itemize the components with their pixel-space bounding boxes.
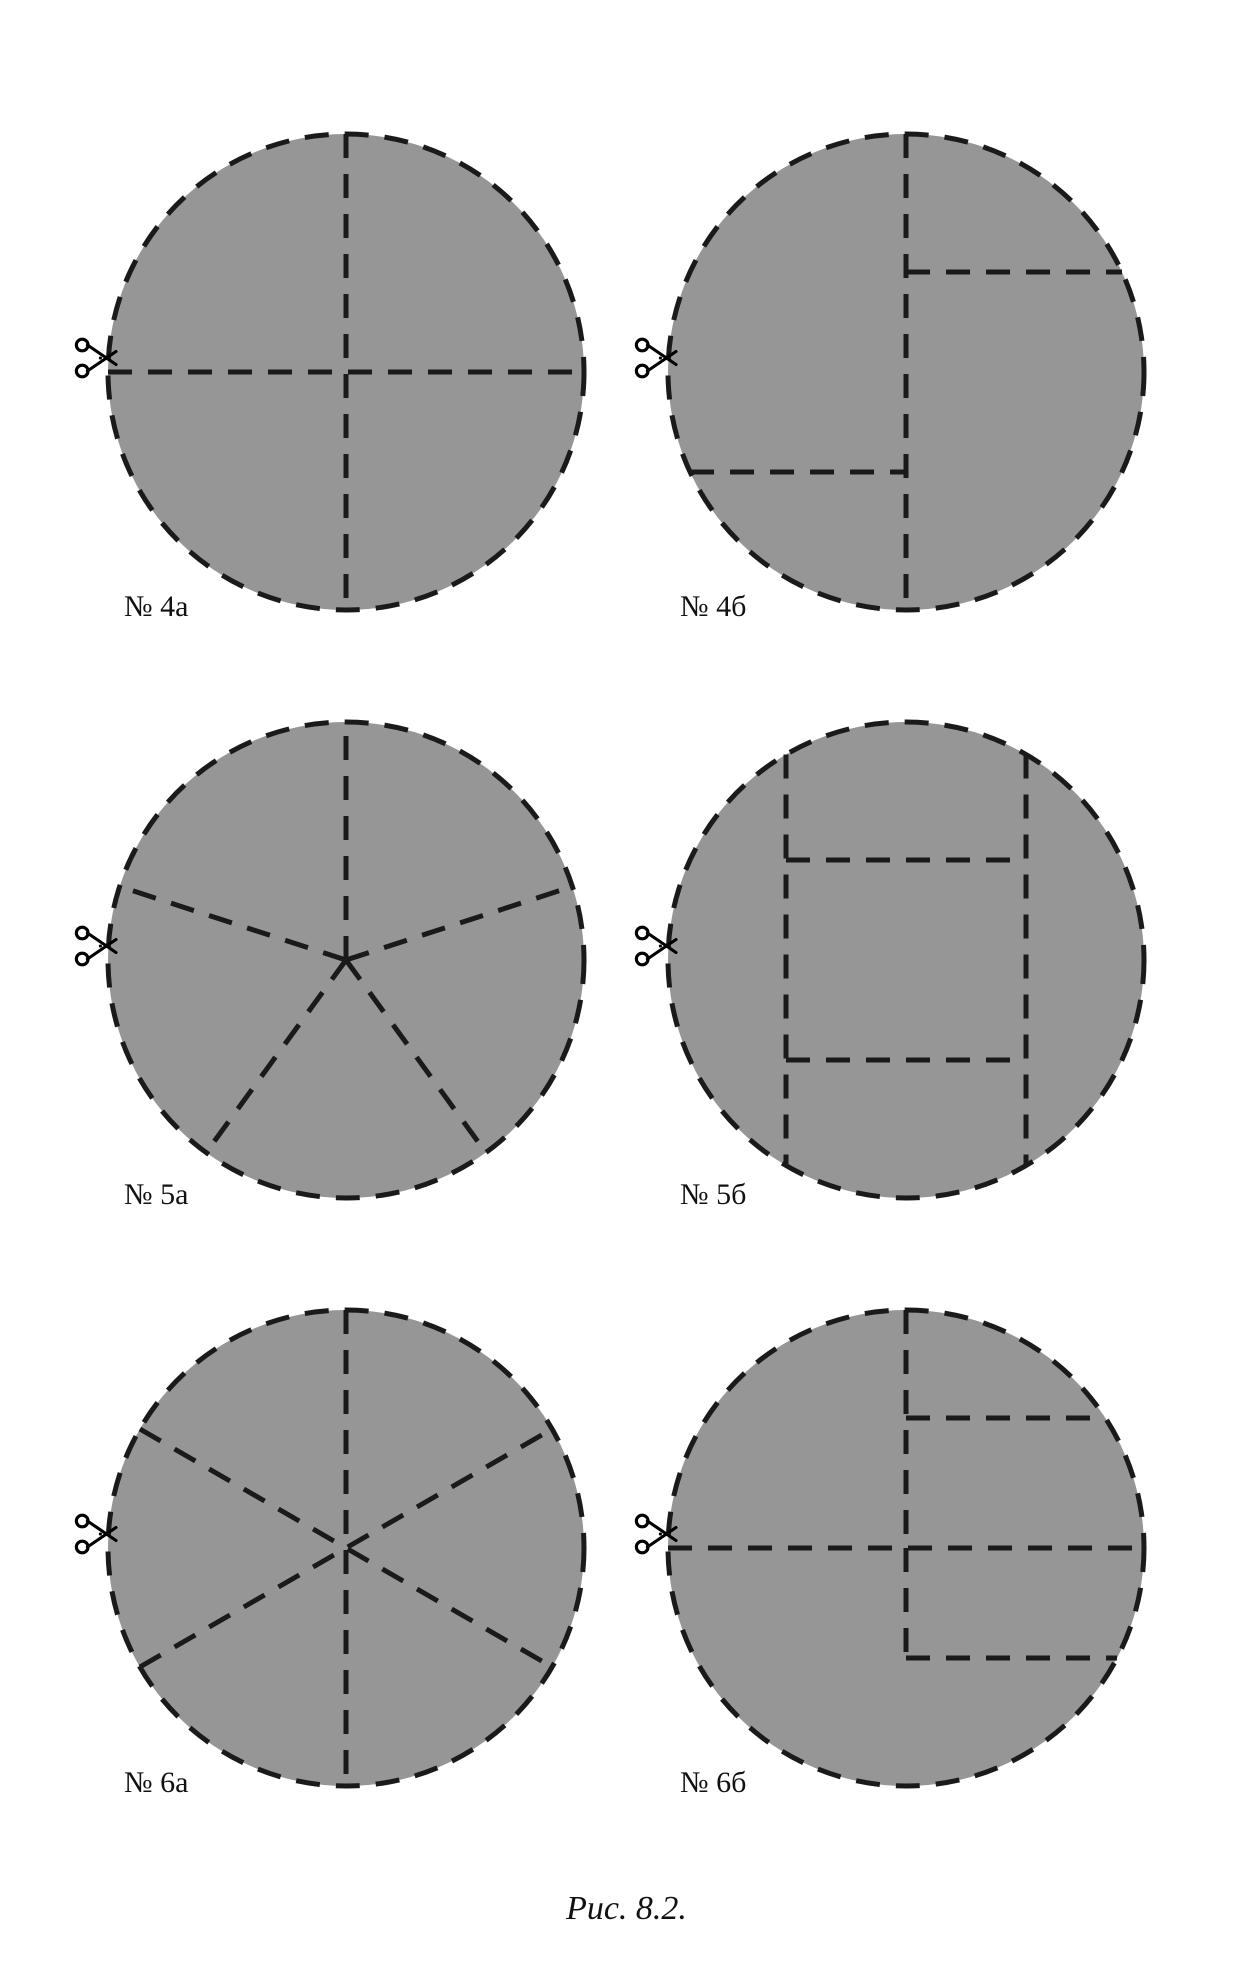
panel-label-4a: № 4а <box>124 590 188 624</box>
panel-label-5a: № 5а <box>124 1178 188 1212</box>
panel-4b <box>628 94 1184 650</box>
panel-label-4b: № 4б <box>680 590 746 624</box>
panel-5a <box>68 682 624 1238</box>
panel-label-6a: № 6а <box>124 1766 188 1800</box>
panel-label-5b: № 5б <box>680 1178 746 1212</box>
panel-6a <box>68 1270 624 1826</box>
figure-page: № 4а № 4б № 5а № <box>0 0 1253 1977</box>
figure-caption: Рис. 8.2. <box>0 1890 1253 1928</box>
panel-4a <box>68 94 624 650</box>
panel-6b <box>628 1270 1184 1826</box>
panel-5b <box>628 682 1184 1238</box>
panel-label-6b: № 6б <box>680 1766 746 1800</box>
